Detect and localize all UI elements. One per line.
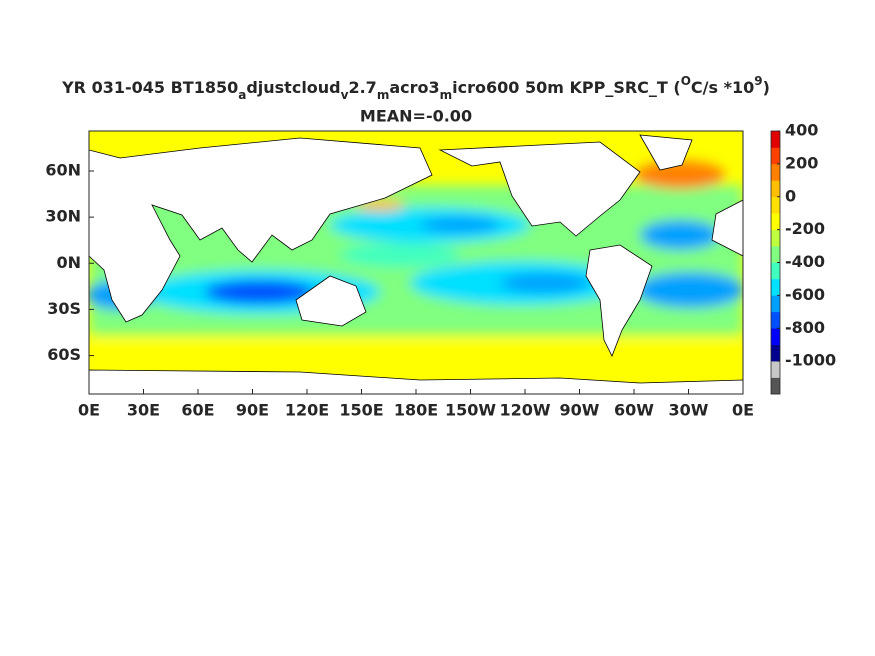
y-tick-label: 60S xyxy=(47,345,81,364)
title-part: ) xyxy=(763,78,770,97)
colorbar-bin xyxy=(771,311,780,329)
y-tick-label: 60N xyxy=(45,160,81,179)
colorbar-bin xyxy=(771,213,780,230)
title-part: C/s *10 xyxy=(691,78,754,97)
title-part: v xyxy=(341,88,349,102)
x-tick-label: 90W xyxy=(560,401,600,420)
x-tick-label: 30W xyxy=(669,401,709,420)
title-part: acro3 xyxy=(389,78,439,97)
map-field xyxy=(89,131,743,394)
subtitle: MEAN=-0.00 xyxy=(360,107,472,126)
x-tick-label: 120W xyxy=(499,401,550,420)
x-tick-label: 150W xyxy=(445,401,496,420)
colorbar-tick-label: -200 xyxy=(785,219,825,238)
colorbar-bin xyxy=(771,278,780,296)
colorbar-bin xyxy=(771,196,780,214)
colorbar-bin xyxy=(771,147,780,165)
title-part: 2.7 xyxy=(348,78,376,97)
colorbar-bin xyxy=(771,361,780,378)
x-tick-label: 90E xyxy=(236,401,269,420)
x-tick-label: 60E xyxy=(181,401,214,420)
colorbar-bin xyxy=(771,246,780,263)
colorbar-tick-label: -1000 xyxy=(785,351,836,370)
colorbar-bin xyxy=(771,262,780,280)
x-tick-label: 30E xyxy=(127,401,160,420)
colorbar: 400 200 0 -200 -400 -600 -800 -1000 xyxy=(770,121,836,395)
title-part: a xyxy=(238,88,246,102)
colorbar-bin xyxy=(771,377,780,395)
title-part: O xyxy=(681,74,691,88)
y-tick-label: 30S xyxy=(47,299,81,318)
x-tick-label: 120E xyxy=(285,401,329,420)
colorbar-bin xyxy=(771,180,780,198)
colorbar-tick-label: -400 xyxy=(785,252,825,271)
colorbar-bin xyxy=(771,344,780,362)
x-tick-label: 150E xyxy=(339,401,383,420)
y-tick-label: 0N xyxy=(56,253,81,272)
x-tick-label: 0E xyxy=(78,401,100,420)
title-part: icro600 50m KPP_SRC_T ( xyxy=(452,78,681,97)
colorbar-tick-label: -800 xyxy=(785,318,825,337)
colorbar-tick-label: 0 xyxy=(785,186,796,205)
colorbar-tick-label: -600 xyxy=(785,285,825,304)
colorbar-bin xyxy=(771,163,780,181)
title-part: YR 031-045 BT1850 xyxy=(61,78,238,97)
colorbar-bin xyxy=(771,295,780,313)
colorbar-tick-label: 200 xyxy=(785,153,818,172)
x-tick-label: 0E xyxy=(732,401,754,420)
x-tick-label: 60W xyxy=(614,401,654,420)
title-part: m xyxy=(440,88,453,102)
title-part: m xyxy=(377,88,390,102)
colorbar-bin xyxy=(771,131,780,148)
title-part: djustcloud xyxy=(246,78,340,97)
y-tick-label: 30N xyxy=(45,207,81,226)
colorbar-tick-label: 400 xyxy=(785,121,818,140)
title-part: 9 xyxy=(754,74,762,88)
colorbar-bin xyxy=(771,328,780,345)
x-tick-label: 180E xyxy=(394,401,438,420)
title: YR 031-045 BT1850adjustcloudv2.7macro3mi… xyxy=(61,74,770,102)
chart-title: YR 031-045 BT1850adjustcloudv2.7macro3mi… xyxy=(61,74,770,102)
colorbar-bin xyxy=(771,229,780,247)
